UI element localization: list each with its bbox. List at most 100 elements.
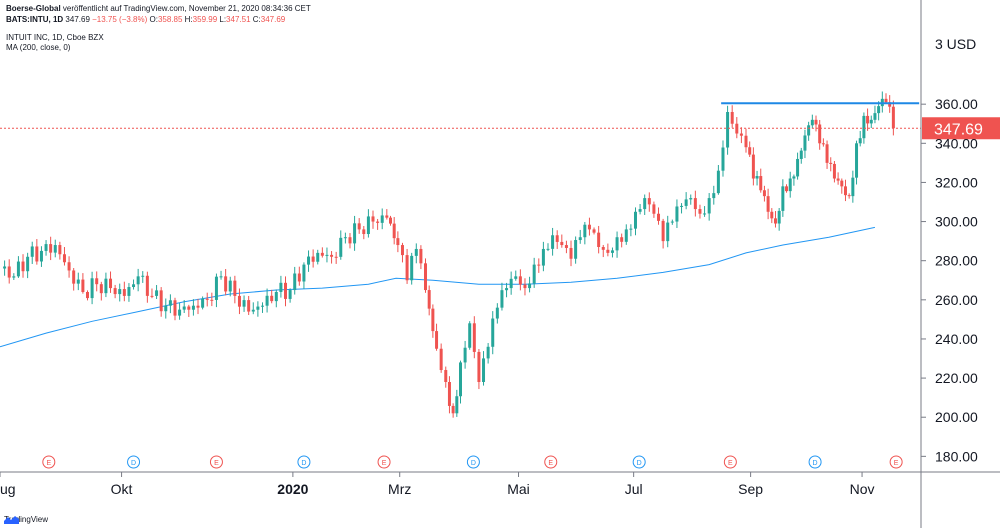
candle <box>643 194 647 215</box>
candle-body <box>836 178 840 181</box>
candle <box>410 252 414 285</box>
candle-body <box>90 278 94 299</box>
candle-body <box>274 292 278 302</box>
candle-body <box>95 278 99 285</box>
x-tick-label: Jul <box>625 481 643 497</box>
candle-body <box>624 229 628 242</box>
candle <box>357 218 361 234</box>
candle-body <box>647 198 651 205</box>
candle <box>583 221 587 245</box>
candle-body <box>424 263 428 291</box>
candle-body <box>807 125 811 136</box>
candle-body <box>376 221 380 223</box>
candle-body <box>214 276 218 300</box>
candle <box>293 266 297 295</box>
candle <box>455 389 459 417</box>
x-tick-label: Sep <box>738 481 763 497</box>
legend-ma: MA (200, close, 0) <box>6 43 71 52</box>
candle <box>601 244 605 258</box>
candle <box>210 292 214 307</box>
candle-body <box>256 306 260 310</box>
event-label: D <box>301 460 306 467</box>
candle <box>482 351 486 386</box>
candle <box>155 285 159 299</box>
candle-body <box>693 198 697 210</box>
candle <box>514 270 518 281</box>
candle-body <box>67 262 71 271</box>
candle <box>766 188 770 220</box>
candle-body <box>371 216 375 222</box>
candle <box>414 243 418 264</box>
candle-body <box>689 198 693 200</box>
y-tick-label: 220.00 <box>935 370 978 386</box>
candle-body <box>12 276 16 278</box>
candle-body <box>463 347 467 363</box>
candle-body <box>196 305 200 308</box>
dividend-event-icon: D <box>632 455 646 469</box>
candle-body <box>343 237 347 239</box>
candle <box>877 101 881 121</box>
candle-body <box>858 138 862 144</box>
candle-body <box>99 284 103 294</box>
earnings-event-icon: E <box>377 455 391 469</box>
candle <box>251 302 255 315</box>
candle-body <box>546 248 550 250</box>
candle-body <box>58 245 62 255</box>
candle <box>256 301 260 317</box>
candle <box>389 215 393 226</box>
candle-body <box>810 119 814 126</box>
symbol-label: BATS:INTU, 1D <box>6 15 64 24</box>
event-circle <box>544 455 558 469</box>
y-axis-unit-label: 3 USD <box>935 36 976 52</box>
candle-body <box>721 147 725 171</box>
y-tick-label: 300.00 <box>935 214 978 230</box>
candle-body <box>76 279 80 284</box>
candle-body <box>716 170 720 194</box>
candle-body <box>132 284 136 288</box>
event-label: D <box>813 460 818 467</box>
dividend-event-icon: D <box>808 455 822 469</box>
event-label: D <box>471 460 476 467</box>
event-label: E <box>214 460 219 467</box>
candle <box>348 233 352 249</box>
candle-body <box>770 211 774 219</box>
candle <box>693 190 697 217</box>
event-circle <box>889 455 903 469</box>
candle <box>385 209 389 220</box>
candle-body <box>455 396 459 414</box>
candle <box>104 272 108 298</box>
candle <box>76 272 80 291</box>
candle <box>67 256 71 278</box>
candle <box>666 215 670 248</box>
candle <box>825 140 829 169</box>
event-circle <box>297 455 311 469</box>
x-tick-label: Nov <box>850 481 875 497</box>
candle <box>247 295 251 315</box>
candle <box>99 281 103 301</box>
candle-body <box>85 292 89 299</box>
candle-body <box>366 216 370 235</box>
candle-body <box>703 213 707 215</box>
candle-body <box>759 176 763 191</box>
candle-body <box>334 256 338 258</box>
candle <box>777 208 781 231</box>
y-tick-label: 240.00 <box>935 331 978 347</box>
close-label: C: <box>252 15 261 24</box>
ohlc-line: BATS:INTU, 1D 347.69 −13.75 (−3.8%) O:35… <box>6 14 311 25</box>
candle <box>214 273 218 308</box>
candle-body <box>755 176 759 179</box>
candle <box>405 248 409 284</box>
candle-body <box>44 244 48 251</box>
candle-body <box>447 382 451 406</box>
candle <box>113 284 117 299</box>
candle <box>836 172 840 185</box>
candle-body <box>751 154 755 179</box>
candle <box>712 185 716 205</box>
candle-body <box>670 221 674 223</box>
candle-body <box>26 256 30 272</box>
candle-body <box>113 288 117 295</box>
candle-body <box>777 210 781 224</box>
candle-body <box>251 309 255 312</box>
